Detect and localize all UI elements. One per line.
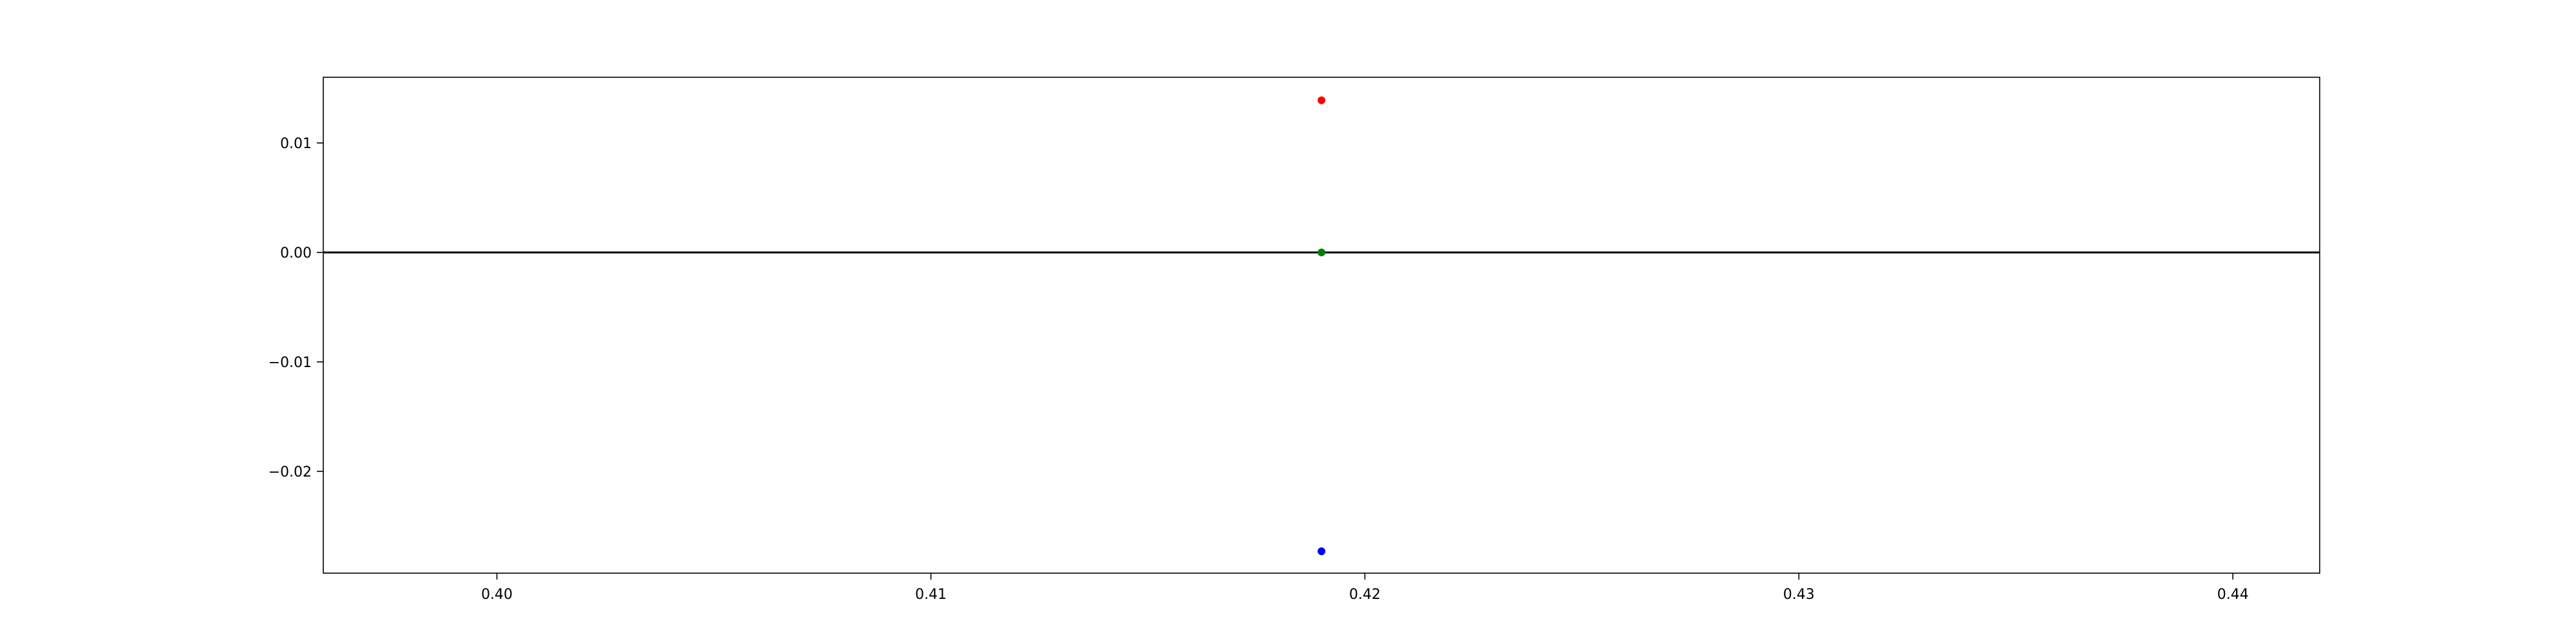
y-tick-label: 0.01 — [280, 136, 312, 152]
x-tick-label: 0.44 — [2217, 587, 2249, 603]
x-tick-label: 0.40 — [481, 587, 513, 603]
y-tick-label: 0.00 — [280, 245, 312, 261]
x-tick-label: 0.42 — [1349, 587, 1381, 603]
y-axis: 0.01 0.00 −0.01 −0.02 — [269, 136, 323, 480]
x-tick-label: 0.41 — [915, 587, 947, 603]
blue-data-point — [1318, 547, 1325, 556]
data-points — [1318, 96, 1325, 556]
x-axis: 0.40 0.41 0.42 0.43 0.44 — [481, 573, 2249, 603]
y-tick-label: −0.02 — [269, 464, 312, 480]
y-tick-label: −0.01 — [269, 355, 312, 371]
plot-area — [323, 77, 2320, 574]
green-data-point — [1318, 248, 1325, 256]
x-tick-label: 0.43 — [1783, 587, 1815, 603]
plot-frame — [323, 77, 2320, 574]
red-data-point — [1318, 96, 1325, 104]
